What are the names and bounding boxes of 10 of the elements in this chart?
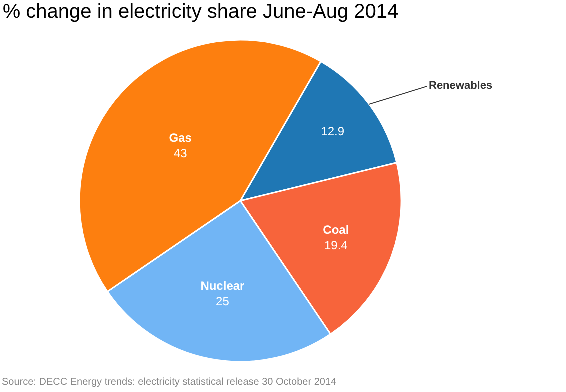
data-label: 12.9: [321, 124, 345, 139]
chart-title: % change in electricity share June-Aug 2014: [2, 1, 399, 23]
slice-label: Nuclear: [200, 278, 246, 293]
source-note: Source: DECC Energy trends: electricity statistical release 30 October 2014: [2, 377, 338, 388]
data-label: 19.4: [324, 238, 348, 253]
slice-label: Renewables: [429, 80, 493, 92]
slice-label: Gas: [169, 130, 192, 145]
data-label: 25: [216, 294, 230, 309]
data-label: 43: [174, 146, 188, 160]
slice-label: Coal: [323, 223, 350, 238]
